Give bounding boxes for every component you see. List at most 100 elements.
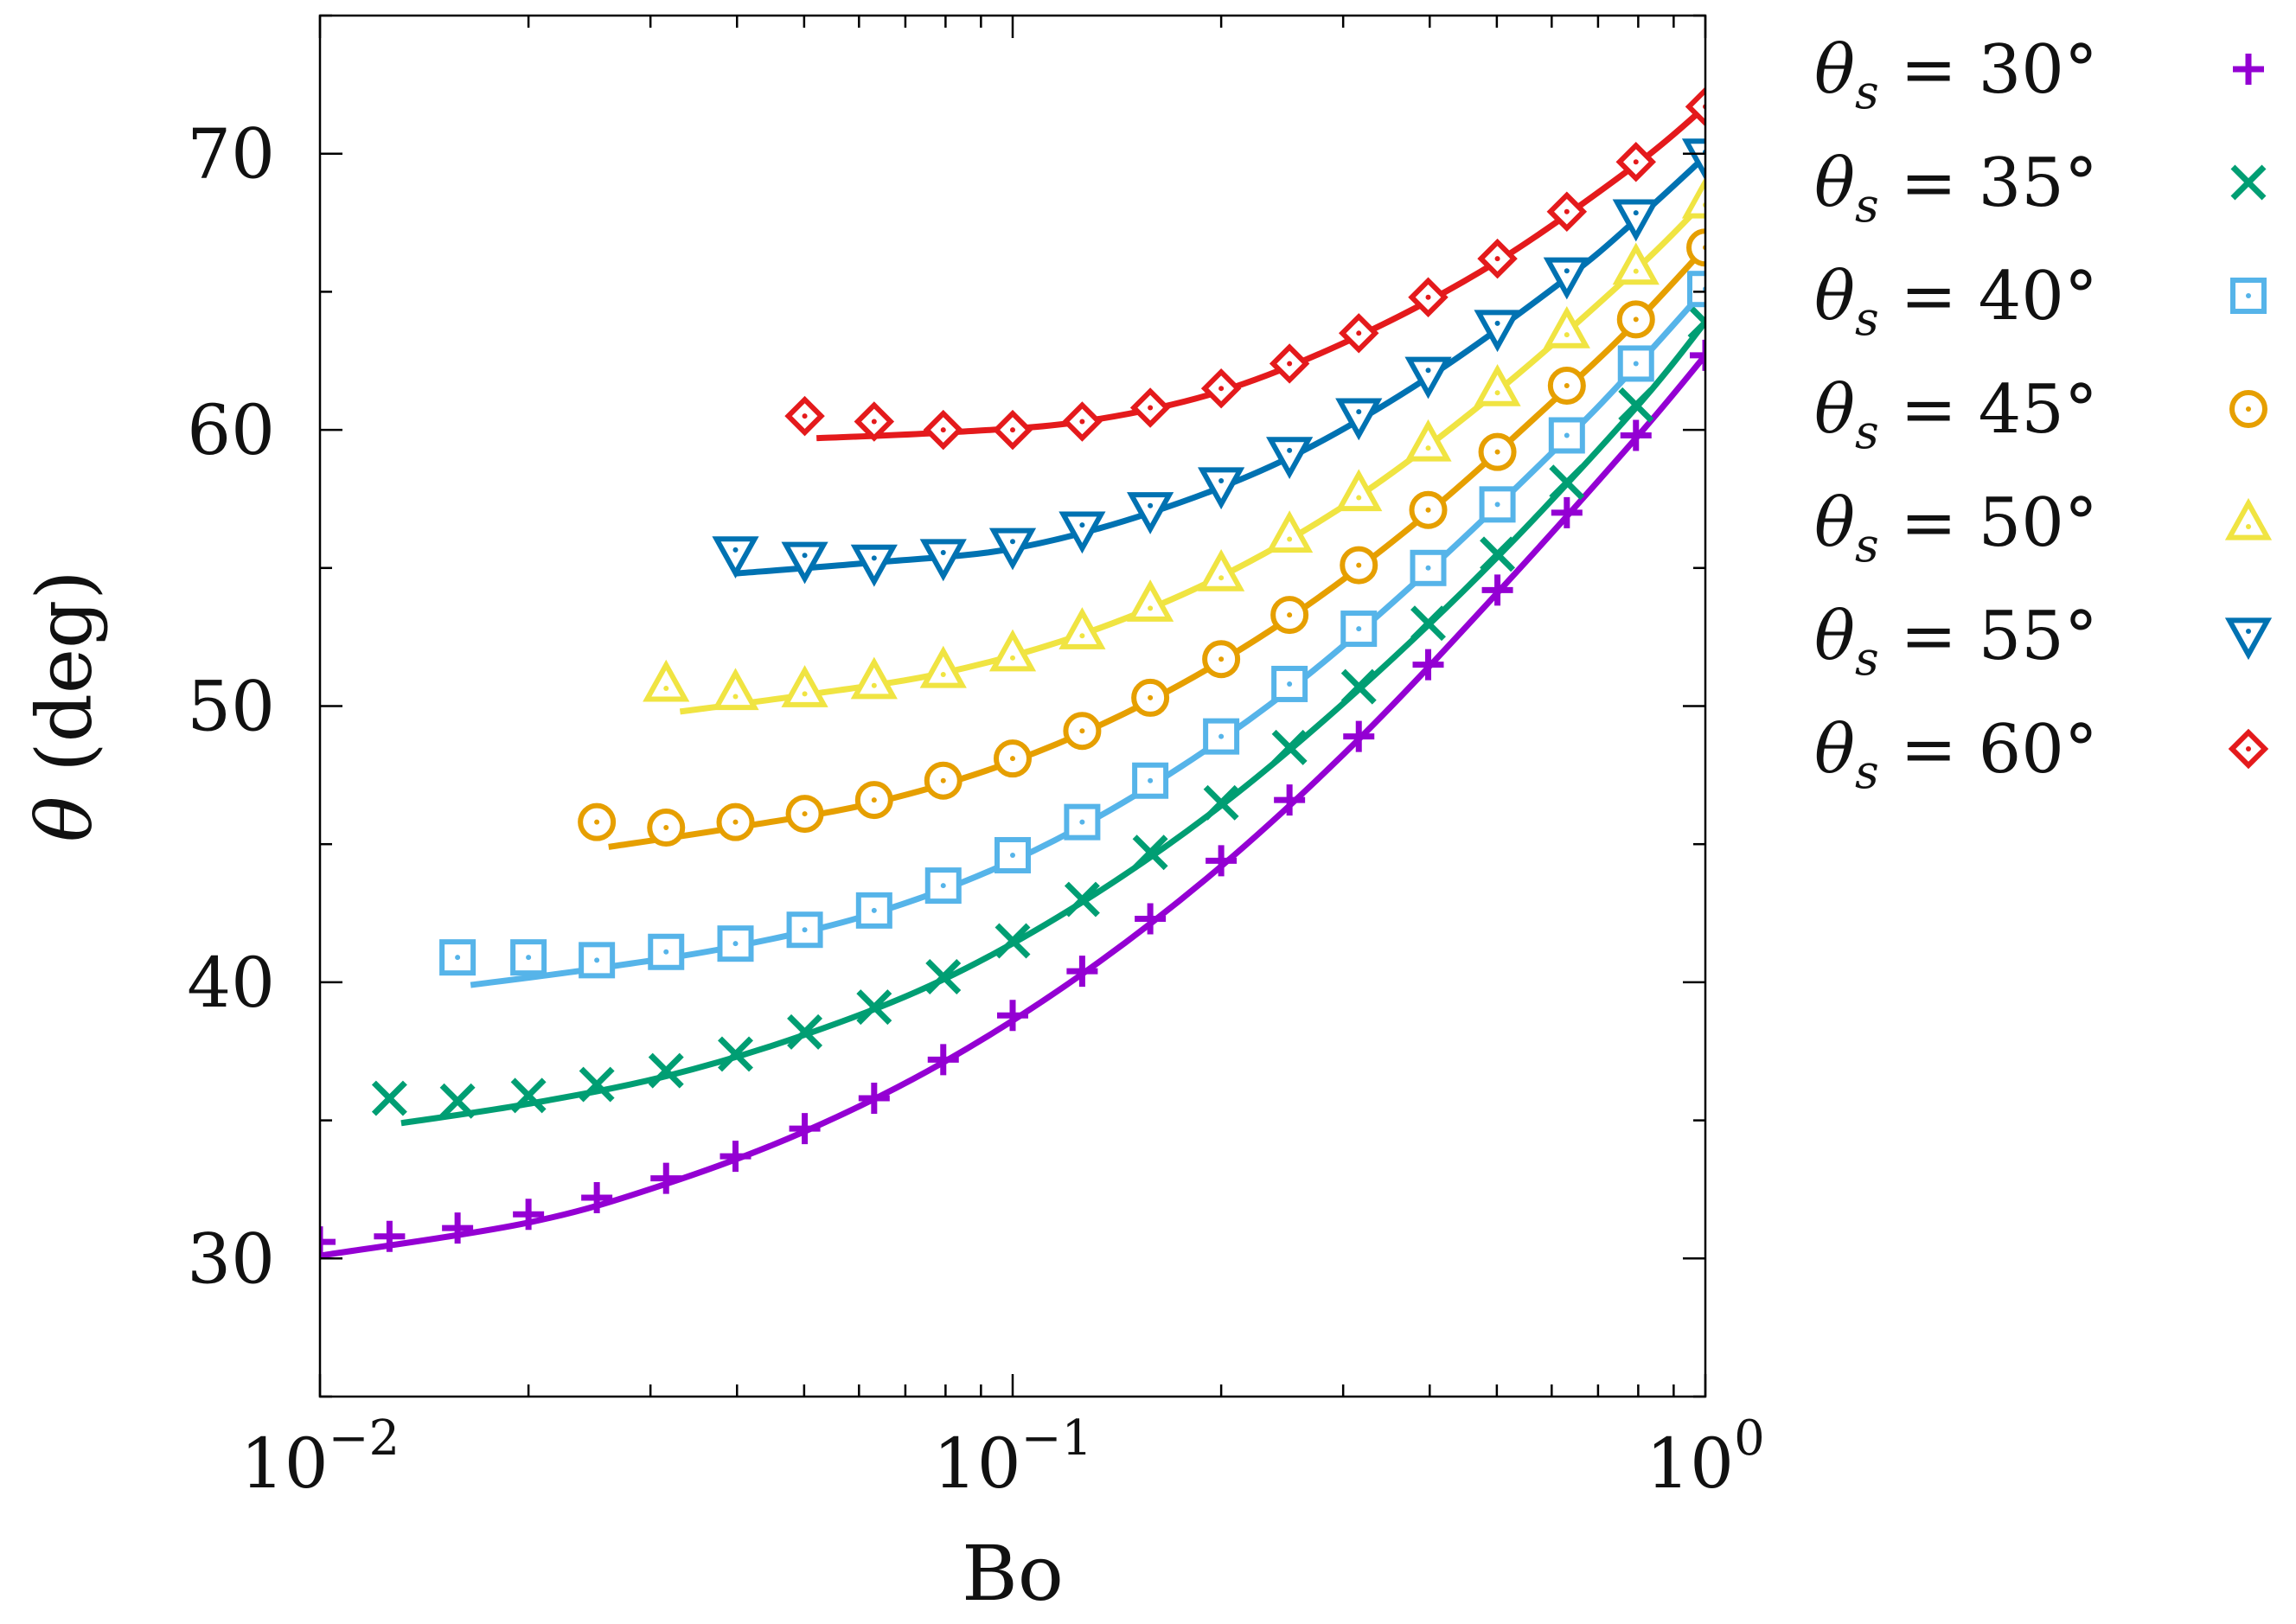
data-point bbox=[1064, 803, 1101, 841]
data-point bbox=[1412, 649, 1444, 681]
legend-marker bbox=[2224, 497, 2273, 540]
data-point bbox=[1198, 467, 1245, 510]
data-point bbox=[992, 409, 1033, 451]
fit-line-1 bbox=[400, 320, 1705, 1127]
data-point bbox=[1271, 665, 1308, 702]
data-point bbox=[1198, 549, 1245, 591]
data-point bbox=[923, 409, 963, 451]
legend-label: θs = 45° bbox=[1814, 371, 2098, 459]
series-0 bbox=[320, 339, 1705, 1259]
data-point bbox=[1616, 300, 1655, 339]
data-point bbox=[850, 544, 898, 587]
data-point bbox=[1340, 546, 1378, 585]
data-point bbox=[1620, 419, 1652, 451]
series-2 bbox=[439, 271, 1705, 988]
data-point bbox=[1478, 432, 1517, 471]
data-point bbox=[997, 1000, 1028, 1032]
legend-item-6: θs = 60° bbox=[1814, 711, 2269, 799]
data-point bbox=[1404, 419, 1452, 462]
data-point bbox=[1131, 678, 1170, 717]
data-point bbox=[1206, 845, 1238, 877]
data-point bbox=[1340, 611, 1378, 648]
data-point bbox=[1687, 304, 1705, 341]
data-point bbox=[1404, 356, 1452, 400]
data-point bbox=[1612, 199, 1660, 242]
data-point bbox=[371, 1080, 407, 1116]
data-point bbox=[1408, 277, 1449, 318]
data-point bbox=[1615, 142, 1656, 182]
data-point bbox=[510, 939, 547, 976]
data-point bbox=[1202, 640, 1241, 679]
data-point bbox=[1474, 310, 1521, 353]
data-point bbox=[1058, 607, 1106, 649]
data-point bbox=[1064, 881, 1100, 917]
data-point bbox=[1617, 345, 1654, 382]
data-point bbox=[1339, 313, 1379, 354]
data-point bbox=[719, 1141, 751, 1173]
data-point bbox=[1480, 536, 1516, 572]
data-point bbox=[1481, 574, 1513, 606]
series-5 bbox=[712, 138, 1705, 587]
data-point bbox=[1274, 784, 1306, 816]
legend-item-2: θs = 40° bbox=[1814, 258, 2267, 346]
data-point bbox=[1612, 242, 1660, 285]
x-tick-label: 100 bbox=[1646, 1410, 1764, 1504]
y-tick-label: 50 bbox=[187, 667, 275, 747]
data-point bbox=[1618, 387, 1654, 423]
data-point bbox=[786, 911, 823, 949]
data-point bbox=[781, 665, 828, 707]
data-point bbox=[781, 541, 828, 585]
series-6 bbox=[784, 86, 1705, 451]
legend-marker bbox=[2228, 728, 2269, 770]
data-point bbox=[1551, 496, 1583, 528]
data-point bbox=[581, 1182, 613, 1214]
y-tick-label: 30 bbox=[187, 1218, 275, 1299]
data-point bbox=[374, 1220, 406, 1252]
legend-label: θs = 50° bbox=[1814, 484, 2098, 572]
data-point bbox=[1127, 492, 1174, 534]
data-point bbox=[510, 1077, 547, 1114]
data-point bbox=[1132, 762, 1169, 799]
data-point bbox=[1546, 191, 1588, 233]
data-point bbox=[1062, 401, 1103, 442]
legend-marker bbox=[2230, 278, 2267, 314]
data-point bbox=[1340, 668, 1377, 705]
x-tick-label: 10−1 bbox=[933, 1410, 1092, 1504]
y-axis-label: θ (deg) bbox=[20, 570, 109, 841]
legend-item-5: θs = 55° bbox=[1814, 598, 2273, 686]
series-1 bbox=[371, 304, 1705, 1127]
data-point bbox=[1477, 238, 1518, 279]
data-point bbox=[1686, 228, 1705, 267]
data-point bbox=[854, 401, 895, 442]
legend-item-0: θs = 30° bbox=[1814, 31, 2264, 119]
data-point bbox=[924, 761, 963, 800]
data-point bbox=[925, 959, 962, 994]
data-point bbox=[995, 836, 1031, 873]
legend-label: θs = 40° bbox=[1814, 258, 2098, 346]
legend: θs = 30° θs = 35° θs = 40° θs = 45° θs = 50°… bbox=[1814, 31, 2273, 799]
plot-frame bbox=[318, 14, 1707, 1398]
data-point bbox=[1271, 729, 1308, 765]
legend-item-3: θs = 45° bbox=[1814, 371, 2267, 459]
data-point bbox=[988, 527, 1037, 571]
legend-marker bbox=[2233, 54, 2264, 85]
data-point bbox=[988, 629, 1037, 672]
legend-label: θs = 30° bbox=[1814, 31, 2098, 119]
series-4 bbox=[643, 176, 1705, 715]
data-point bbox=[442, 1212, 474, 1244]
data-point bbox=[1543, 257, 1590, 300]
data-point bbox=[1690, 339, 1705, 371]
data-point bbox=[919, 645, 967, 688]
data-point bbox=[785, 795, 824, 834]
data-point bbox=[854, 781, 893, 820]
data-point bbox=[1410, 605, 1446, 642]
legend-marker bbox=[2224, 617, 2273, 661]
data-point bbox=[1063, 712, 1102, 751]
data-point bbox=[1335, 469, 1383, 512]
data-point bbox=[1549, 464, 1585, 501]
data-point bbox=[1343, 720, 1375, 752]
data-point bbox=[855, 892, 892, 929]
data-point bbox=[856, 989, 892, 1026]
data-point bbox=[647, 809, 686, 847]
data-point bbox=[919, 539, 967, 582]
